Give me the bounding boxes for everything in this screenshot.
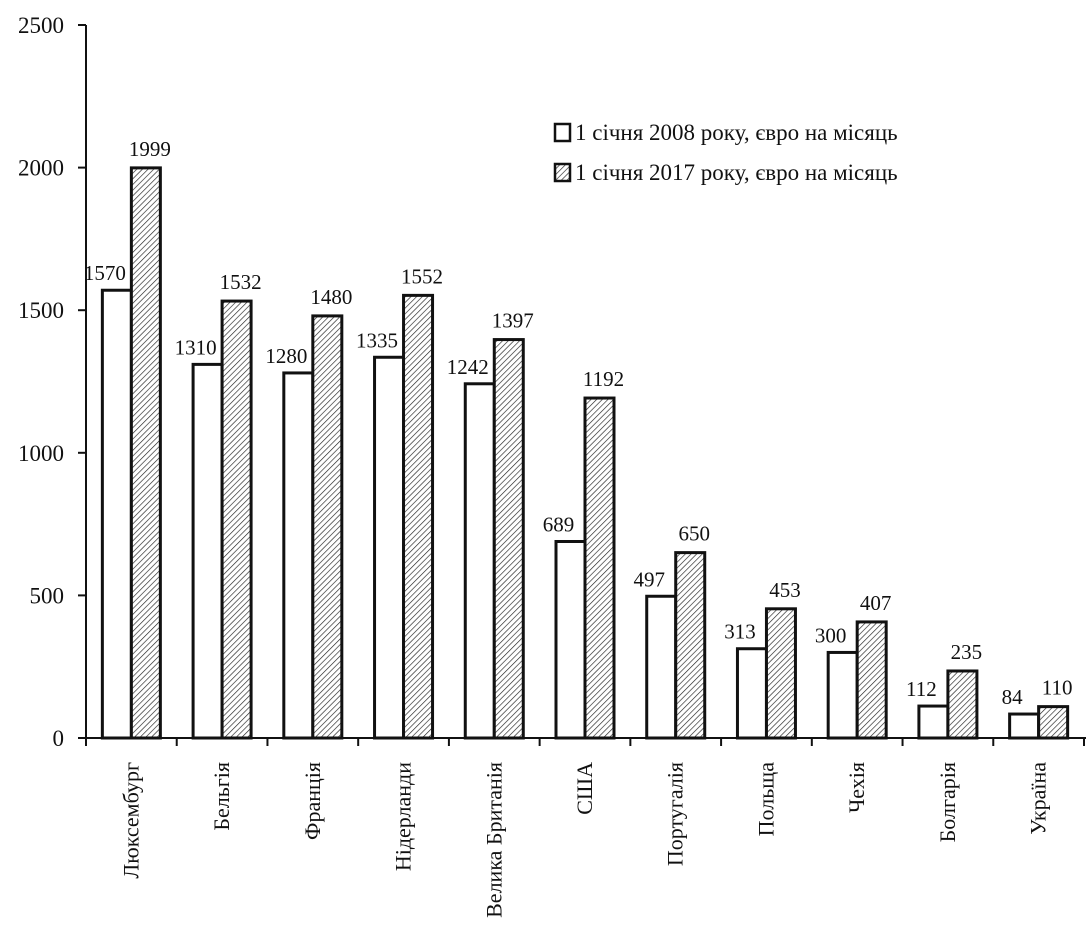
bar-2017 (946, 669, 979, 740)
bar-2017 (220, 299, 253, 740)
bar-2017 (674, 551, 707, 740)
bar-2008 (100, 288, 133, 740)
y-tick-label: 0 (53, 726, 65, 751)
category-label: США (572, 762, 597, 815)
bar-2008 (645, 594, 678, 740)
category-label: Бельгія (209, 762, 234, 831)
bar-2017 (492, 338, 525, 740)
data-label-2017: 407 (860, 591, 892, 615)
category-label: Чехія (844, 762, 869, 813)
data-label-2017: 1999 (129, 137, 171, 161)
data-label-2017: 453 (769, 578, 801, 602)
y-tick-label: 2500 (18, 13, 64, 38)
y-tick-label: 1500 (18, 298, 64, 323)
data-label-2017: 1397 (492, 309, 534, 333)
bar-2017 (129, 166, 162, 740)
data-label-2017: 1480 (310, 285, 352, 309)
bar-2008 (282, 371, 315, 740)
legend-label-2017: 1 січня 2017 року, євро на місяць (575, 160, 898, 185)
data-label-2008: 1280 (265, 344, 307, 368)
data-label-2017: 1192 (583, 367, 624, 391)
y-axis-ticks: 0 500 1000 1500 2000 2500 (18, 13, 86, 751)
bar-2017 (311, 314, 344, 740)
category-label: Велика Британія (481, 762, 506, 918)
legend-swatch-2017 (553, 162, 572, 183)
bar-2017 (855, 620, 888, 740)
category-label: Болгарія (935, 762, 960, 842)
bar-2008 (826, 650, 859, 740)
category-labels: Люксембург Бельгія Франція Нідерланди Велика… (118, 762, 1050, 918)
bar-2008 (735, 647, 768, 740)
data-label-2017: 1552 (401, 264, 443, 288)
data-label-2017: 1532 (220, 270, 262, 294)
data-label-2008: 112 (906, 677, 937, 701)
data-label-2008: 300 (815, 623, 847, 647)
category-label: Україна (1026, 762, 1051, 835)
data-label-2017: 235 (951, 640, 983, 664)
category-label: Франція (300, 762, 325, 840)
data-label-2017: 650 (678, 522, 710, 546)
bars (100, 166, 1070, 740)
bar-2008 (917, 704, 950, 740)
bar-2008 (373, 355, 406, 740)
data-label-2008: 313 (724, 620, 756, 644)
y-tick-label: 1000 (18, 441, 64, 466)
bar-2017 (1037, 705, 1070, 740)
legend: 1 січня 2008 року, євро на місяць 1 січня… (553, 120, 898, 185)
bar-2017 (583, 396, 616, 740)
data-label-2008: 689 (543, 512, 575, 536)
data-label-2008: 497 (633, 567, 665, 591)
data-label-2008: 1335 (356, 328, 398, 352)
bar-2008 (1008, 712, 1041, 740)
legend-label-2008: 1 січня 2008 року, євро на місяць (575, 120, 898, 145)
bar-2008 (463, 382, 496, 740)
category-label: Польща (753, 762, 778, 837)
data-label-2008: 84 (1002, 685, 1024, 709)
data-label-2008: 1310 (175, 335, 217, 359)
bar-2017 (764, 607, 797, 740)
category-label: Нідерланди (391, 762, 416, 871)
bar-2008 (191, 362, 224, 740)
legend-swatch-2008 (553, 122, 572, 143)
data-label-2017: 110 (1042, 676, 1073, 700)
y-tick-label: 2000 (18, 156, 64, 181)
data-label-2008: 1242 (447, 355, 489, 379)
data-label-2008: 1570 (84, 261, 126, 285)
bar-2017 (402, 293, 435, 740)
bar-2008 (554, 539, 587, 740)
y-tick-label: 500 (30, 583, 65, 608)
category-label: Люксембург (118, 762, 143, 879)
category-label: Португалія (663, 762, 688, 866)
